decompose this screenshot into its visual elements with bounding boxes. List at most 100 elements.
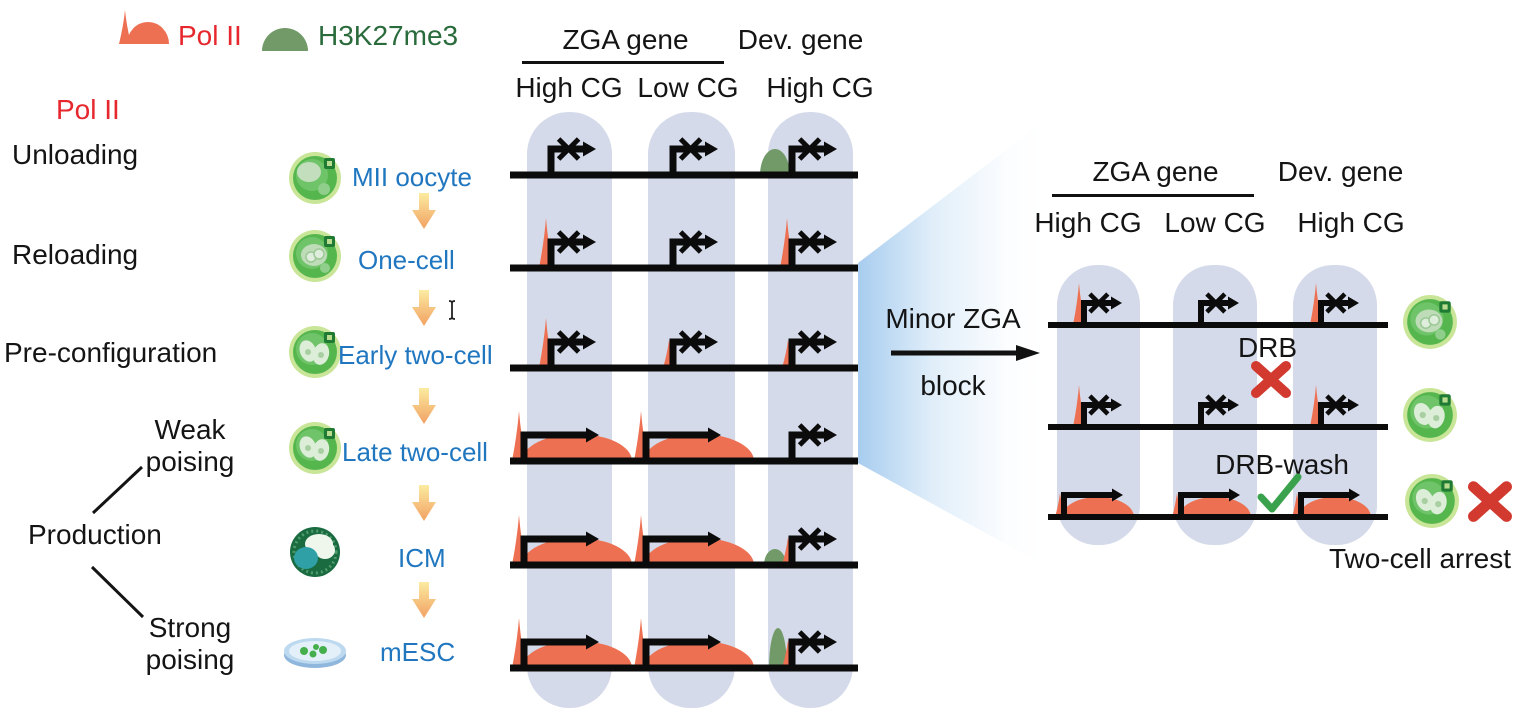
gene-row: [510, 318, 858, 372]
label-strong-poising: Strong poising: [145, 612, 235, 676]
mii-oocyte-icon: [288, 151, 342, 205]
gene-column-highlight: [768, 112, 853, 708]
active-promoter-icon: [520, 531, 599, 565]
drb-label: DRB: [1237, 332, 1298, 363]
h3k27me3-dome-icon: [760, 149, 790, 175]
label-production: Production: [28, 519, 162, 550]
pol2-body-icon: [522, 434, 632, 461]
blocked-promoter-icon: [788, 630, 837, 668]
main-col-header-2: Low CG: [637, 72, 739, 103]
right-col-header-2: Low CG: [1164, 207, 1266, 238]
icm-icon: [288, 525, 342, 579]
stage-label-mii: MII oocyte: [352, 162, 472, 192]
main-col-header-1: High CG: [515, 72, 623, 103]
main-group-header-dev: Dev. gene: [737, 24, 864, 55]
late-two-cell-icon: [288, 421, 342, 475]
gene-row: [510, 515, 858, 569]
blocked-promoter-icon: [788, 230, 837, 268]
down-arrow-icon: [412, 289, 436, 327]
right-gene-panel: [1048, 265, 1388, 545]
blocked-promoter-icon: [1198, 292, 1239, 325]
h3k27me3-dome-icon: [262, 28, 308, 51]
legend-pol2-label: Pol II: [178, 20, 242, 51]
main-gene-panel: [510, 112, 858, 708]
green-check-icon: [1256, 473, 1302, 515]
pol2-process-label: Pol II: [56, 94, 120, 125]
stage-label-early-two-cell: Early two-cell: [338, 340, 493, 370]
zga-gene-underline: [522, 61, 724, 64]
red-cross-icon: [1251, 359, 1291, 399]
right-arrow-icon: [888, 342, 1044, 364]
one-cell-icon: [1402, 294, 1458, 350]
label-unloading: Unloading: [12, 139, 139, 170]
early-two-cell-icon: [288, 325, 342, 379]
label-preconfiguration: Pre-configuration: [4, 337, 218, 368]
main-group-header-zga: ZGA gene: [562, 24, 689, 55]
down-arrow-icon: [412, 192, 436, 230]
mesc-dish-icon: [282, 626, 348, 674]
pol2-body-icon: [1299, 497, 1371, 517]
stage-label-icm: ICM: [398, 543, 446, 573]
blocked-promoter-icon: [788, 527, 837, 565]
blocked-promoter-icon: [547, 330, 596, 368]
pol2-body-icon: [1179, 497, 1251, 517]
down-arrow-icon: [412, 387, 436, 425]
right-group-header-dev: Dev. gene: [1277, 156, 1404, 187]
pol2-body-icon: [644, 538, 754, 565]
transition-label-line2: block: [920, 370, 986, 401]
blocked-promoter-icon: [788, 330, 837, 368]
label-weak-poising: Weak poising: [145, 414, 235, 478]
active-promoter-icon: [642, 427, 721, 461]
h3k27me3-tall-icon: [769, 628, 787, 668]
text-cursor-icon: [445, 299, 459, 321]
down-arrow-icon: [412, 581, 436, 619]
stage-label-late-two-cell: Late two-cell: [342, 437, 488, 467]
production-branch-lines: [80, 455, 155, 630]
late-two-cell-icon: [1404, 473, 1460, 529]
gene-row: [510, 218, 858, 272]
active-promoter-icon: [1061, 488, 1123, 517]
gene-row: [1048, 385, 1388, 430]
pol2-spike-icon: [119, 10, 131, 44]
gene-row: [1048, 488, 1388, 520]
main-col-header-3: High CG: [766, 72, 874, 103]
blocked-promoter-icon: [1081, 292, 1122, 325]
gene-column-highlight: [648, 112, 735, 708]
pol2-body-icon: [644, 641, 754, 668]
one-cell-icon: [288, 229, 342, 283]
h3k27me3-dome-icon: [260, 26, 310, 52]
pol2-body-icon: [644, 434, 754, 461]
label-reloading: Reloading: [12, 239, 139, 270]
active-promoter-icon: [520, 634, 599, 668]
blocked-promoter-icon: [1318, 292, 1359, 325]
h3k27me3-dome-icon: [764, 549, 786, 565]
active-promoter-icon: [520, 427, 599, 461]
gene-column-highlight: [527, 112, 612, 708]
gene-row: [510, 411, 858, 465]
active-promoter-icon: [1298, 488, 1360, 517]
stage-label-one-cell: One-cell: [358, 245, 455, 275]
blocked-promoter-icon: [1198, 394, 1239, 427]
blocked-promoter-icon: [669, 137, 718, 175]
pol2-body-icon: [1062, 497, 1134, 517]
gene-row: [1048, 283, 1388, 328]
right-group-header-zga: ZGA gene: [1092, 156, 1219, 187]
red-cross-icon: [1468, 479, 1512, 523]
blocked-promoter-icon: [788, 423, 837, 461]
pol2-body-icon: [522, 641, 632, 668]
right-col-header-1: High CG: [1034, 207, 1142, 238]
down-arrow-icon: [412, 484, 436, 522]
blocked-promoter-icon: [788, 137, 837, 175]
blocked-promoter-icon: [547, 230, 596, 268]
pol2-body-icon: [127, 22, 169, 44]
active-promoter-icon: [642, 531, 721, 565]
active-promoter-icon: [1178, 488, 1240, 517]
two-cell-arrest-label: Two-cell arrest: [1328, 543, 1512, 574]
early-two-cell-icon: [1402, 387, 1458, 443]
blocked-promoter-icon: [669, 330, 718, 368]
drb-wash-label: DRB-wash: [1215, 449, 1349, 480]
pol2-body-icon: [522, 538, 632, 565]
gene-row: [510, 137, 858, 179]
active-promoter-icon: [642, 634, 721, 668]
